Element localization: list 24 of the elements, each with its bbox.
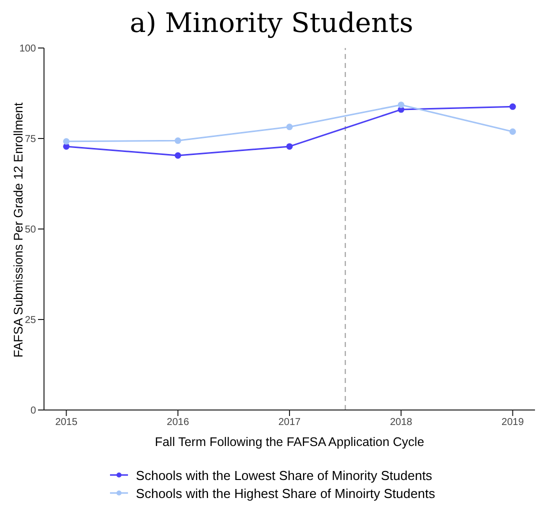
x-tick-label: 2017 [278, 417, 302, 428]
point [63, 138, 70, 145]
chart-title: a) Minority Students [128, 8, 414, 40]
point [286, 143, 293, 150]
y-tick-label: 0 [30, 406, 36, 417]
legend-label: Schools with the Lowest Share of Minority Students [136, 468, 432, 482]
y-tick-label: 25 [24, 315, 36, 326]
point [174, 152, 182, 159]
x-axis-title: Fall Term Following the FAFSA Application Cycle [154, 435, 424, 449]
legend-label: Schools with the Highest Share of Minoirty Students [136, 486, 436, 500]
y-tick-label: 100 [19, 44, 36, 55]
point [174, 137, 182, 144]
point [398, 102, 404, 108]
y-tick-label: 50 [24, 224, 36, 236]
x-tick-label: 2018 [390, 417, 413, 428]
point [509, 128, 516, 135]
x-tick-label: 2019 [502, 417, 524, 428]
point [63, 143, 70, 150]
point [286, 124, 293, 130]
y-axis-title: FAFSA Submissions Per Grade 12 Enrollment [11, 102, 25, 358]
x-tick-label: 2015 [55, 417, 78, 428]
y-tick-label: 75 [24, 134, 36, 146]
x-tick-label: 2016 [166, 417, 190, 428]
point [509, 103, 516, 110]
